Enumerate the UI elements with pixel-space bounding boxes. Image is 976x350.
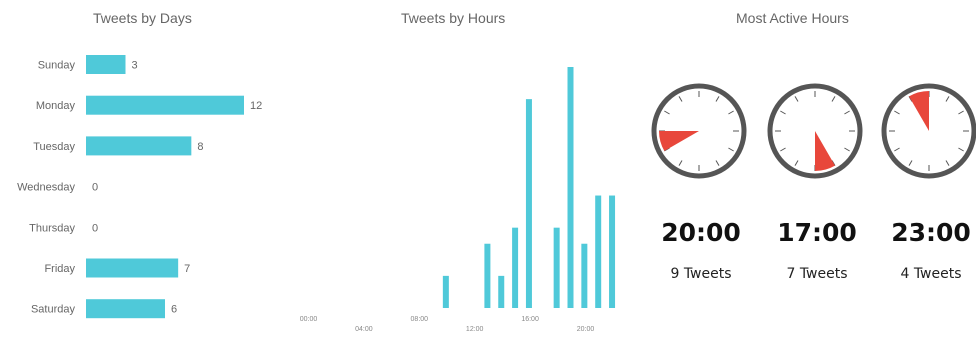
hour-bar <box>512 228 518 308</box>
clock-icon <box>881 70 976 190</box>
hour-tick-label: 20:00 <box>577 326 595 333</box>
active-hour-tweet-count: 4 Tweets <box>876 266 976 282</box>
hour-tick-label: 12:00 <box>466 326 484 333</box>
hour-tick-label: 04:00 <box>355 326 373 333</box>
active-hour-time: 23:00 <box>876 218 976 247</box>
active-hours-title: Most Active Hours <box>736 10 849 26</box>
hour-bar <box>568 67 574 308</box>
hour-bar <box>595 196 601 308</box>
hour-bar <box>526 99 532 308</box>
hour-bar <box>443 276 449 308</box>
hour-bar <box>554 228 560 308</box>
hour-bar <box>484 244 490 308</box>
active-hour-time: 17:00 <box>762 218 872 247</box>
hour-tick-label: 08:00 <box>411 316 429 323</box>
clock-icon <box>651 70 751 190</box>
clock-icon <box>767 70 867 190</box>
hour-bar <box>609 196 615 308</box>
active-hour-tweet-count: 7 Tweets <box>762 266 872 282</box>
hour-tick-label: 16:00 <box>521 316 539 323</box>
active-hour-time: 20:00 <box>646 218 756 247</box>
active-hour-tweet-count: 9 Tweets <box>646 266 756 282</box>
hour-tick-label: 00:00 <box>300 316 318 323</box>
hours-bar-chart: 00:00 04:00 08:00 12:00 16:00 20:00 <box>0 0 640 350</box>
hour-bar <box>498 276 504 308</box>
hour-bar <box>581 244 587 308</box>
